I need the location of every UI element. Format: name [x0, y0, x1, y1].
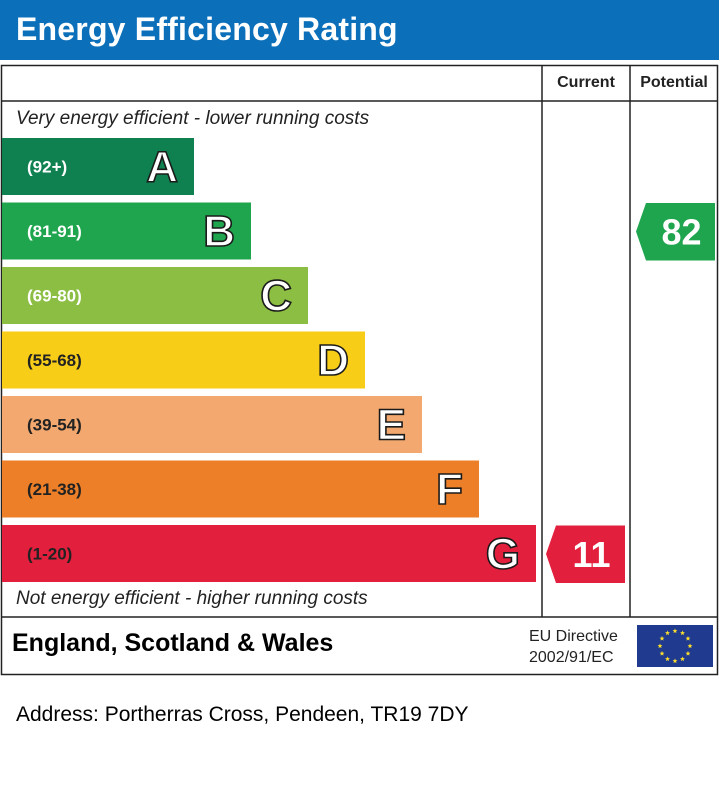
eu-star: [657, 643, 663, 649]
region-label: England, Scotland & Wales: [12, 629, 334, 657]
eu-star: [680, 630, 685, 636]
band-range-e: (39-54): [27, 416, 82, 435]
current-rating-marker-arrow: [546, 525, 625, 583]
chart-frame: [0, 64, 719, 676]
band-g: (1-20) G: [2, 525, 536, 582]
potential-rating-marker-arrow: [636, 203, 715, 261]
band-range-b: (81-91): [27, 222, 82, 241]
band-b: (81-91) B: [2, 202, 251, 260]
potential-column-header: Potential: [640, 74, 708, 91]
band-bar-e: [2, 396, 422, 453]
top-note: Very energy efficient - lower running co…: [16, 108, 370, 129]
band-letter-e: E: [377, 401, 406, 450]
band-e: (39-54) E: [2, 396, 422, 453]
eu-star: [659, 650, 665, 656]
band-range-d: (55-68): [27, 351, 82, 370]
eu-star: [672, 628, 678, 634]
band-bar-d: [2, 331, 365, 389]
band-range-g: (1-20): [27, 545, 72, 564]
eu-star: [685, 635, 691, 641]
band-bar-b: [2, 202, 251, 260]
band-d: (55-68) D: [2, 331, 365, 389]
band-f: (21-38) F: [2, 460, 479, 518]
eu-star: [672, 658, 678, 664]
eu-flag-stars: [657, 628, 693, 664]
bottom-note: Not energy efficient - higher running co…: [16, 588, 368, 609]
band-letter-g: G: [486, 530, 520, 579]
eu-star: [659, 635, 665, 641]
energy-rating-chart: (92+) A (81-91) B (69-80) C (55-68) D (39-54) E (2…: [0, 64, 719, 676]
band-letter-b: B: [203, 207, 235, 256]
band-bar-f: [2, 460, 479, 518]
band-range-c: (69-80): [27, 287, 82, 306]
band-a: (92+) A: [2, 138, 194, 195]
band-range-f: (21-38): [27, 480, 82, 499]
band-bar-g: [2, 525, 536, 582]
current-column-header: Current: [557, 74, 615, 91]
potential-rating-marker-value: 82: [661, 212, 701, 253]
band-bar-a: [2, 138, 194, 195]
chart-title: Energy Efficiency Rating: [16, 11, 398, 47]
rating-bands: (92+) A (81-91) B (69-80) C (55-68) D (39-54) E (2…: [2, 138, 536, 582]
potential-rating-marker: 82: [636, 203, 715, 261]
eu-star: [685, 650, 691, 656]
band-c: (69-80) C: [2, 267, 308, 324]
eu-star: [665, 656, 670, 662]
current-rating-marker: 11: [546, 525, 625, 583]
address: Address: Portherras Cross, Pendeen, TR19…: [16, 703, 469, 726]
band-letter-a: A: [146, 143, 178, 192]
band-letter-c: C: [260, 272, 292, 321]
band-range-a: (92+): [27, 158, 67, 177]
eu-directive-line2: 2002/91/EC: [529, 649, 614, 666]
current-rating-marker-value: 11: [572, 534, 610, 575]
eu-star: [665, 630, 670, 636]
title-bar: Energy Efficiency Rating: [0, 0, 719, 60]
eu-directive-line1: EU Directive: [529, 628, 618, 645]
eu-star: [680, 656, 685, 662]
eu-flag: [637, 625, 713, 667]
band-letter-f: F: [436, 465, 463, 514]
eu-directive-text: EU Directive 2002/91/EC: [529, 626, 618, 668]
rating-markers: 11 82: [546, 203, 715, 583]
band-bar-c: [2, 267, 308, 324]
eu-star: [687, 643, 693, 649]
band-letter-d: D: [317, 336, 349, 385]
